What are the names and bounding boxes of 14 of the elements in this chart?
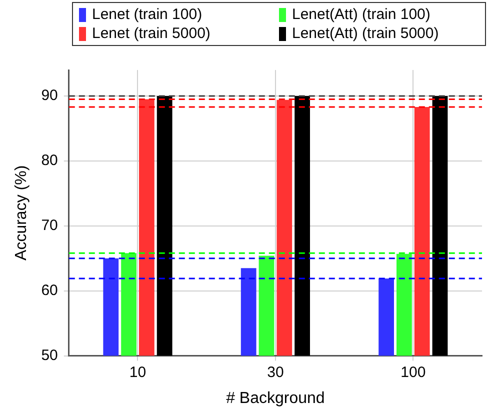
legend-label: Lenet (train 5000) — [92, 25, 210, 42]
y-tick-label: 60 — [41, 282, 58, 299]
x-tick-label: 10 — [129, 364, 146, 381]
x-tick-label: 30 — [267, 364, 284, 381]
legend-label: Lenet(Att) (train 5000) — [292, 25, 439, 42]
y-tick-label: 70 — [41, 217, 58, 234]
legend-label: Lenet (train 100) — [92, 6, 202, 23]
legend-label: Lenet(Att) (train 100) — [292, 6, 430, 23]
y-tick-label: 90 — [41, 87, 58, 104]
x-tick-label: 100 — [400, 364, 426, 381]
y-tick-label: 80 — [41, 152, 58, 170]
y-axis-title: Accuracy (%) — [13, 165, 30, 260]
y-tick-label: 50 — [41, 346, 58, 364]
x-axis-title: # Background — [226, 390, 325, 407]
